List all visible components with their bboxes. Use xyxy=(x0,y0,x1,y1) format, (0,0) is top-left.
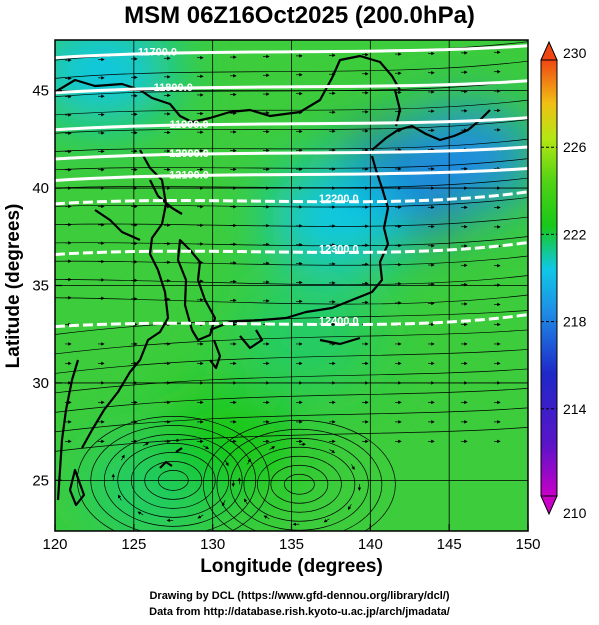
y-tick-label: 45 xyxy=(32,83,49,100)
streamline xyxy=(55,138,528,152)
x-tick-label: 125 xyxy=(121,536,146,553)
vortex-streamline xyxy=(103,433,243,527)
temperature-blob xyxy=(394,106,528,211)
contour-line xyxy=(55,190,528,206)
colorbar-tick-label: 222 xyxy=(563,226,587,242)
wind-arrow xyxy=(137,511,144,516)
y-axis-label: Latitude (degrees) xyxy=(3,203,24,369)
streamline xyxy=(55,294,528,305)
vortex-streamline xyxy=(144,460,203,500)
wind-arrow xyxy=(120,454,125,461)
contour-label: 12200.0 xyxy=(319,193,359,205)
contour-label: 11800.0 xyxy=(154,82,193,94)
contour-line xyxy=(55,79,528,95)
vortex-streamline xyxy=(257,455,342,513)
wind-arrow xyxy=(117,494,122,501)
streamline xyxy=(55,329,528,355)
wind-arrow xyxy=(329,449,336,453)
vortex-streamline xyxy=(90,425,257,531)
wind-arrow xyxy=(347,504,352,511)
vortex-streamline xyxy=(130,451,216,509)
wind-arrow xyxy=(351,464,355,471)
vortex-streamline xyxy=(270,464,329,504)
streamline xyxy=(55,216,528,227)
streamline xyxy=(55,177,528,189)
wind-arrow xyxy=(263,515,270,520)
x-tick-label: 130 xyxy=(200,536,225,553)
x-tick-label: 135 xyxy=(279,536,304,553)
vortex-streamline xyxy=(284,473,315,495)
vortex-streamline xyxy=(117,442,230,518)
credit-data: Data from http://database.rish.kyoto-u.a… xyxy=(149,606,450,618)
wind-arrow xyxy=(269,446,276,450)
colorbar-max-triangle xyxy=(540,40,558,61)
chart-title: MSM 06Z16Oct2025 (200.0hPa) xyxy=(124,2,475,29)
vortex-streamline xyxy=(243,446,356,522)
colorbar-tick-label: 210 xyxy=(563,505,587,521)
vortex-streamline xyxy=(216,428,383,531)
colorbar-tick-label: 226 xyxy=(563,139,587,155)
wind-arrow xyxy=(197,514,204,519)
contour-label: 12300.0 xyxy=(319,243,359,255)
streamline xyxy=(55,158,528,171)
temperature-blob xyxy=(55,40,173,124)
credit-drawing: Drawing by DCL (https://www.gfd-dennou.o… xyxy=(149,590,450,602)
streamline xyxy=(55,255,528,266)
contour-label: 12100.0 xyxy=(169,169,209,181)
x-tick-label: 120 xyxy=(42,536,67,553)
contour-label: 11700.0 xyxy=(138,47,177,59)
y-tick-label: 40 xyxy=(32,180,49,197)
streamline xyxy=(55,197,528,208)
wind-arrow xyxy=(203,445,210,450)
wind-arrow xyxy=(323,518,330,523)
y-tick-label: 25 xyxy=(32,472,49,489)
streamline xyxy=(55,275,528,286)
streamline xyxy=(55,368,528,394)
streamline xyxy=(55,60,528,79)
colorbar-min-triangle xyxy=(540,495,558,516)
contour-label: 11900.0 xyxy=(169,119,208,131)
vortex-streamline xyxy=(157,469,189,491)
colorbar-tick-label: 230 xyxy=(563,45,587,61)
streamline xyxy=(55,388,528,413)
colorbar-tick-label: 218 xyxy=(563,314,587,330)
x-axis-label: Longitude (degrees) xyxy=(200,556,383,577)
temperature-blob xyxy=(268,165,409,270)
contour-line xyxy=(55,240,528,256)
contour-line xyxy=(55,44,528,60)
wind-arrow xyxy=(244,498,248,505)
vortex-streamline xyxy=(230,437,369,531)
contour-label: 12400.0 xyxy=(319,316,359,328)
streamline xyxy=(55,407,528,433)
streamline xyxy=(55,236,528,247)
vortex-streamline xyxy=(203,419,396,531)
streamline xyxy=(55,99,528,116)
y-tick-label: 35 xyxy=(32,278,49,295)
contour-line xyxy=(55,145,528,161)
x-tick-label: 145 xyxy=(437,536,462,553)
streamline xyxy=(55,427,528,452)
x-tick-label: 150 xyxy=(515,536,540,553)
colorbar-tick-label: 214 xyxy=(563,401,587,417)
wind-arrow xyxy=(224,460,229,467)
vortex-streamline xyxy=(76,416,270,531)
contour-line xyxy=(55,166,528,182)
streamline xyxy=(55,349,528,374)
colorbar-gradient xyxy=(540,59,558,497)
x-tick-label: 140 xyxy=(358,536,383,553)
contour-label: 12000.0 xyxy=(169,148,209,160)
streamline xyxy=(55,80,528,98)
streamline xyxy=(55,119,528,134)
temperature-blob xyxy=(237,282,378,387)
contour-line xyxy=(55,313,528,329)
wind-arrow xyxy=(247,458,251,465)
contour-line xyxy=(55,116,528,132)
streamline xyxy=(55,310,528,335)
coastline xyxy=(55,54,491,507)
y-tick-label: 30 xyxy=(32,375,49,392)
wind-arrow xyxy=(143,442,150,447)
